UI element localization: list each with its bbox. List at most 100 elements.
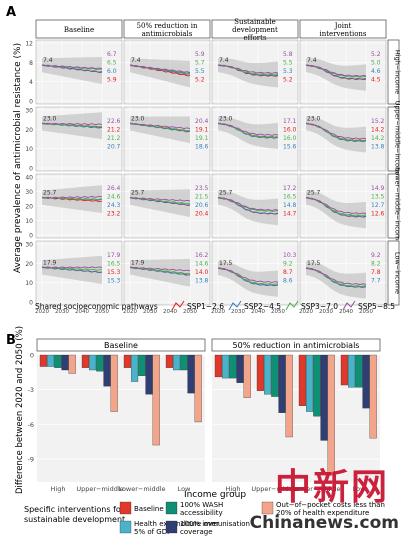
legend-item: SSP3−7.0 — [285, 300, 338, 311]
end-value-label: 14.9 — [371, 185, 385, 192]
facet-strip-col — [299, 19, 387, 39]
facet-strip-col — [123, 19, 211, 39]
panel-background — [211, 240, 299, 306]
facet-strip-label: 50% reduction in antimicrobials — [233, 341, 360, 350]
start-value-label: 25.7 — [43, 190, 57, 197]
end-value-label: 21.5 — [195, 194, 209, 201]
bar — [39, 354, 47, 367]
bar — [187, 354, 195, 394]
end-value-label: 5.2 — [283, 77, 293, 84]
end-value-label: 16.2 — [195, 252, 209, 259]
start-value-label: 17.5 — [307, 260, 321, 267]
series-line — [41, 64, 103, 70]
facet-panel: 17.917.916.515.315.3 — [35, 240, 123, 306]
facet-strip-col-label: Sustainable — [234, 18, 276, 26]
facet-strip-col-label: development — [232, 26, 278, 34]
bar — [285, 354, 293, 438]
legend-label: Out−of−pocket costs less than — [276, 501, 385, 509]
y-tick-label: -3 — [28, 386, 34, 394]
end-value-label: 12.7 — [371, 202, 385, 209]
series-line — [41, 195, 103, 199]
bar — [138, 354, 146, 376]
x-tick-label: Lower−middle — [293, 485, 340, 493]
start-value-label: 17.9 — [131, 259, 145, 266]
bar — [222, 354, 230, 379]
x-tick-label: Low — [353, 485, 366, 493]
y-tick-label: 20 — [25, 127, 33, 134]
y-tick-label: 8 — [29, 60, 33, 67]
end-value-label: 18.6 — [195, 144, 209, 151]
legend-item: Baseline — [119, 501, 164, 515]
series-line — [129, 64, 191, 74]
start-value-label: 25.7 — [307, 190, 321, 197]
bar — [340, 354, 348, 386]
series-line — [129, 266, 191, 275]
legend-title-line: sustainable development — [24, 515, 125, 524]
end-value-label: 13.8 — [371, 144, 385, 151]
facet-strip-col-label: efforts — [243, 34, 266, 42]
watermark-logo-cn: 中新网 — [274, 467, 389, 508]
end-value-label: 14.8 — [283, 202, 297, 209]
y-tick-label: 30 — [25, 242, 33, 249]
uncertainty-band — [306, 58, 366, 91]
end-value-label: 24.3 — [107, 202, 121, 209]
uncertainty-band — [130, 58, 190, 88]
x-tick-label: High — [51, 485, 66, 493]
end-value-label: 20.6 — [195, 202, 209, 209]
legend-swatch — [228, 300, 242, 311]
start-value-label: 7.4 — [307, 57, 317, 64]
legend-swatch — [342, 300, 356, 311]
facet-strip-col-label: Joint — [334, 22, 352, 30]
bar — [348, 354, 356, 388]
bar — [96, 354, 104, 372]
end-value-label: 21.2 — [107, 127, 121, 134]
bar — [355, 354, 363, 388]
y-tick-label: 0 — [29, 99, 33, 106]
uncertainty-band — [130, 258, 190, 287]
start-value-label: 7.4 — [131, 57, 141, 64]
x-tick-label: Lower−middle — [118, 485, 165, 493]
end-value-label: 13.5 — [371, 194, 385, 201]
series-line — [305, 64, 367, 77]
end-value-label: 8.6 — [283, 278, 293, 285]
y-tick-label: 30 — [25, 189, 33, 196]
end-value-label: 4.5 — [371, 77, 381, 84]
legend-title-line: Specific interventions for — [24, 505, 125, 514]
facet-panel: 7.4 5.8 5.55.3 5.2 — [211, 39, 299, 105]
panel-b-y-label: Difference between 2020 and 2050 (%) — [15, 326, 25, 494]
panel-background — [35, 240, 123, 306]
start-value-label: 23.0 — [307, 116, 321, 123]
legend-swatch — [119, 520, 132, 534]
legend-label: 20% of health expenditure — [276, 509, 369, 517]
legend-swatch — [165, 520, 178, 534]
end-value-label: 5.2 — [371, 51, 381, 58]
facet-strip — [36, 338, 206, 352]
bar — [68, 354, 76, 374]
end-value-label: 16.5 — [107, 261, 121, 268]
bar — [54, 354, 62, 368]
end-value-label: 5.3 — [283, 68, 293, 75]
facet-panel: 25.7 14.9 13.512.7 12.6 — [299, 173, 387, 239]
uncertainty-band — [130, 116, 190, 144]
end-value-label: 26.4 — [107, 185, 121, 192]
end-value-label: 8.2 — [371, 261, 381, 268]
bar — [81, 354, 89, 368]
legend-swatch — [119, 501, 132, 515]
series-line — [41, 266, 103, 271]
end-value-label: 5.9 — [107, 77, 117, 84]
bar — [306, 354, 314, 412]
facet-panel: 17.5 9.2 8.27.8 7.7 — [299, 240, 387, 306]
facet-panel: 23.0 20.4 19.119.1 18.6 — [123, 106, 211, 172]
series-line — [41, 122, 103, 126]
x-tick-label: 2050 — [183, 309, 197, 315]
end-value-label: 19.1 — [195, 127, 209, 134]
end-value-label: 17.2 — [283, 185, 297, 192]
y-tick-label: 10 — [25, 218, 33, 225]
facet-panel: 25.7 26.4 24.624.3 23.2 — [35, 173, 123, 239]
end-value-label: 24.6 — [107, 194, 121, 201]
facet-strip-col — [211, 19, 299, 39]
x-tick-label: 2040 — [75, 309, 89, 315]
x-tick-label: 2020 — [299, 309, 313, 315]
uncertainty-band — [130, 189, 190, 217]
